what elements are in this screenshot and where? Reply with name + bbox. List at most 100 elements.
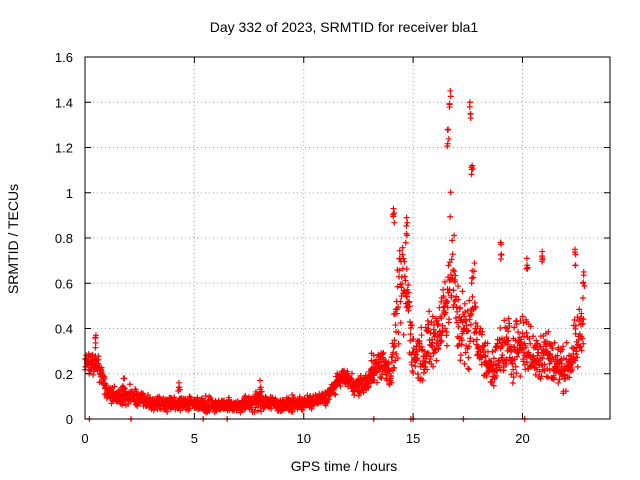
- data-point: [395, 304, 402, 311]
- data-point: [441, 278, 448, 285]
- data-point: [578, 310, 585, 317]
- data-point: [407, 331, 414, 338]
- data-point: [427, 353, 434, 360]
- data-point: [194, 394, 201, 401]
- data-point: [257, 384, 264, 391]
- data-point: [405, 307, 412, 314]
- data-point: [534, 352, 541, 359]
- data-point: [555, 344, 562, 351]
- data-point: [410, 336, 417, 343]
- data-point: [490, 355, 497, 362]
- y-tick-label: 0.8: [55, 231, 73, 246]
- data-point: [466, 366, 473, 373]
- data-point: [520, 358, 527, 365]
- data-point: [477, 325, 484, 332]
- data-point: [344, 368, 351, 375]
- data-point: [406, 303, 413, 310]
- data-point: [523, 329, 530, 336]
- data-point: [343, 372, 350, 379]
- data-point: [546, 367, 553, 374]
- y-tick-label: 1.2: [55, 141, 73, 156]
- x-axis-label: GPS time / hours: [291, 458, 398, 474]
- data-point: [446, 316, 453, 323]
- data-point: [447, 271, 454, 278]
- data-point: [400, 331, 407, 338]
- data-point: [574, 354, 581, 361]
- data-point: [471, 268, 478, 275]
- data-point: [472, 320, 479, 327]
- data-point: [572, 262, 579, 269]
- data-point: [368, 357, 375, 364]
- data-point: [175, 384, 182, 391]
- data-point: [482, 353, 489, 360]
- data-point: [404, 219, 411, 226]
- data-point: [493, 372, 500, 379]
- data-point: [539, 258, 546, 265]
- data-point: [92, 334, 99, 341]
- data-point: [532, 371, 539, 378]
- data-point: [489, 379, 496, 386]
- data-point: [164, 408, 171, 415]
- x-tick-labels: 0 5 10 15 20: [81, 431, 529, 446]
- data-point: [242, 394, 249, 401]
- chart-title: Day 332 of 2023, SRMTID for receiver bla…: [210, 19, 479, 35]
- data-point: [186, 393, 193, 400]
- data-point: [501, 317, 508, 324]
- y-tick-label: 1: [66, 186, 73, 201]
- data-point: [518, 339, 525, 346]
- data-point: [453, 319, 460, 326]
- data-point: [469, 293, 476, 300]
- data-point: [465, 343, 472, 350]
- data-point: [424, 328, 431, 335]
- data-point: [393, 350, 400, 357]
- data-point: [289, 391, 296, 398]
- data-point: [388, 373, 395, 380]
- data-point: [580, 272, 587, 279]
- data-point: [403, 214, 410, 221]
- data-point: [390, 349, 397, 356]
- data-point: [103, 383, 110, 390]
- data-point: [444, 298, 451, 305]
- data-point: [412, 363, 419, 370]
- data-point: [459, 319, 466, 326]
- data-point: [395, 329, 402, 336]
- data-point: [438, 315, 445, 322]
- data-point: [560, 355, 567, 362]
- data-point: [90, 371, 97, 378]
- data-point: [268, 405, 275, 412]
- data-point: [399, 251, 406, 258]
- data-point: [489, 365, 496, 372]
- data-point: [459, 288, 466, 295]
- y-tick-label: 0.6: [55, 276, 73, 291]
- data-point: [513, 320, 520, 327]
- data-point: [576, 306, 583, 313]
- data-point: [201, 398, 208, 405]
- y-tick-label: 1.6: [55, 50, 73, 65]
- data-point: [455, 283, 462, 290]
- data-point: [418, 332, 425, 339]
- data-point: [391, 342, 398, 349]
- data-point: [461, 360, 468, 367]
- data-point: [391, 210, 398, 217]
- data-point: [464, 307, 471, 314]
- data-point: [481, 342, 488, 349]
- data-point: [405, 282, 412, 289]
- data-point: [467, 321, 474, 328]
- data-point: [578, 347, 585, 354]
- data-point: [394, 355, 401, 362]
- data-point: [494, 340, 501, 347]
- data-point: [101, 373, 108, 380]
- data-point: [463, 322, 470, 329]
- data-point: [558, 360, 565, 367]
- data-point: [554, 352, 561, 359]
- data-point: [452, 278, 459, 285]
- data-point: [455, 296, 462, 303]
- data-point: [464, 365, 471, 372]
- data-point: [430, 363, 437, 370]
- data-point: [438, 337, 445, 344]
- data-point: [470, 338, 477, 345]
- data-point: [462, 309, 469, 316]
- x-tick-label: 15: [406, 431, 420, 446]
- data-point: [454, 308, 461, 315]
- data-point: [429, 313, 436, 320]
